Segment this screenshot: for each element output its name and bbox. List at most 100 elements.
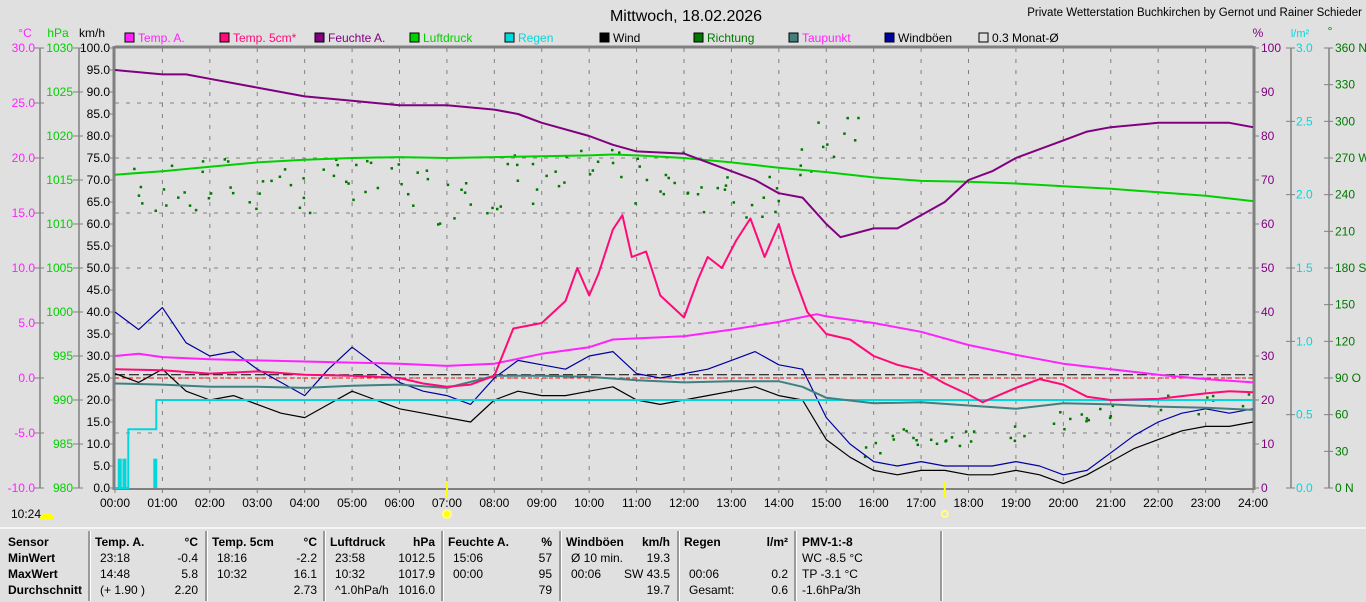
wind-tick-label: 35.0 — [87, 327, 111, 341]
rain-bar — [122, 458, 127, 488]
wind-tick-label: 60.0 — [87, 217, 111, 231]
column-unit: °C — [184, 535, 198, 549]
sunrise-icon — [441, 509, 452, 519]
cell-value: 16.1 — [293, 567, 317, 581]
direction-dot — [799, 173, 802, 177]
pressure-tick-label: 1025 — [46, 85, 73, 99]
time-tick-label: 23:00 — [1191, 496, 1221, 510]
direction-dot — [332, 174, 336, 178]
time-tick-label: 00:00 — [100, 496, 130, 510]
cell-value: 19.7 — [646, 583, 670, 597]
direction-tick-label: 210 — [1335, 224, 1355, 238]
wind-tick-label: 0.0 — [93, 481, 110, 495]
direction-dot — [611, 161, 615, 165]
direction-dot — [1080, 413, 1084, 416]
direction-dot — [662, 192, 666, 196]
column-header: Temp. 5cm — [212, 535, 274, 549]
direction-dot — [610, 148, 614, 152]
direction-dot — [535, 188, 539, 191]
column-divider — [205, 531, 208, 601]
direction-dot — [347, 182, 350, 185]
rain-tick-label: 1.5 — [1296, 261, 1313, 275]
direction-dot — [1009, 436, 1013, 440]
direction-dot — [226, 160, 230, 163]
pmv-value: TP -3.1 °C — [802, 567, 858, 581]
direction-dot — [1013, 425, 1017, 428]
cell-value: 2.20 — [174, 583, 198, 597]
rain-bar — [153, 458, 158, 488]
cell-value: 79 — [538, 583, 552, 597]
direction-dot — [774, 210, 777, 214]
direction-dot — [673, 181, 676, 185]
direction-dot — [777, 199, 781, 203]
direction-dot — [696, 192, 700, 196]
row-label: MinWert — [8, 551, 56, 565]
legend-swatch — [884, 32, 895, 43]
dew-point-line — [114, 374, 1254, 411]
wind-tick-label: 30.0 — [87, 349, 111, 363]
direction-dot — [723, 188, 727, 191]
wind-tick-label: 25.0 — [87, 371, 111, 385]
temp-tick-label: 30.0 — [12, 41, 36, 55]
wind-gusts-line — [114, 307, 1254, 476]
direction-dot — [177, 196, 180, 199]
direction-dot — [302, 196, 306, 200]
direction-dot — [1206, 396, 1209, 399]
time-tick-label: 19:00 — [1001, 496, 1031, 510]
direction-dot — [817, 121, 820, 124]
legend-item-label: 0.3 Monat-Ø — [992, 31, 1059, 45]
column-divider — [88, 531, 91, 601]
direction-dot — [308, 211, 312, 215]
direction-dot — [495, 207, 499, 211]
row-label: Sensor — [8, 535, 49, 549]
cell-time: 15:06 — [453, 551, 484, 565]
legend-item-label: Temp. 5cm* — [233, 31, 297, 45]
direction-dot — [248, 201, 251, 204]
direction-dot — [659, 190, 662, 193]
cell-value: -0.4 — [177, 551, 198, 565]
direction-dot — [460, 188, 463, 192]
direction-dot — [464, 182, 468, 185]
time-tick-label: 09:00 — [527, 496, 557, 510]
direction-dot — [355, 163, 358, 167]
legend-item-label: Temp. A. — [138, 31, 185, 45]
direction-dot — [376, 186, 380, 190]
sunset-icon — [940, 510, 949, 518]
direction-dot — [761, 215, 764, 219]
direction-tick-label: 300 — [1335, 114, 1355, 128]
time-tick-label: 14:00 — [764, 496, 794, 510]
direction-dot — [667, 176, 670, 180]
column-divider — [559, 531, 562, 601]
direction-dot — [686, 191, 690, 195]
direction-dot — [223, 158, 227, 161]
direction-dot — [283, 168, 287, 171]
column-unit: l/m² — [766, 535, 788, 549]
wind-tick-label: 90.0 — [87, 85, 111, 99]
direction-dot — [700, 186, 703, 189]
column-divider — [794, 531, 797, 601]
pressure-tick-label: 1030 — [46, 41, 73, 55]
row-label: Durchschnitt — [8, 583, 83, 597]
direction-dot — [821, 145, 825, 149]
time-tick-label: 08:00 — [479, 496, 509, 510]
cell-time: 14:48 — [100, 567, 131, 581]
direction-dot — [207, 196, 211, 200]
time-tick-label: 16:00 — [859, 496, 889, 510]
direction-dot — [1099, 407, 1102, 411]
direction-dot — [891, 434, 895, 438]
time-tick-label: 17:00 — [906, 496, 936, 510]
current-time: 10:24 — [11, 507, 41, 521]
humidity-axis-unit: % — [1253, 26, 1264, 40]
direction-dot — [545, 174, 548, 178]
direction-dot — [486, 211, 489, 215]
direction-dot — [289, 183, 293, 187]
time-tick-label: 15:00 — [811, 496, 841, 510]
direction-dot — [1109, 415, 1113, 418]
direction-tick-label: 120 — [1335, 334, 1355, 348]
time-tick-label: 02:00 — [195, 496, 225, 510]
time-tick-label: 22:00 — [1143, 496, 1173, 510]
legend-item-label: Wind — [613, 31, 640, 45]
pressure-tick-label: 1000 — [46, 305, 73, 319]
wind-tick-label: 85.0 — [87, 107, 111, 121]
direction-dot — [531, 202, 535, 206]
